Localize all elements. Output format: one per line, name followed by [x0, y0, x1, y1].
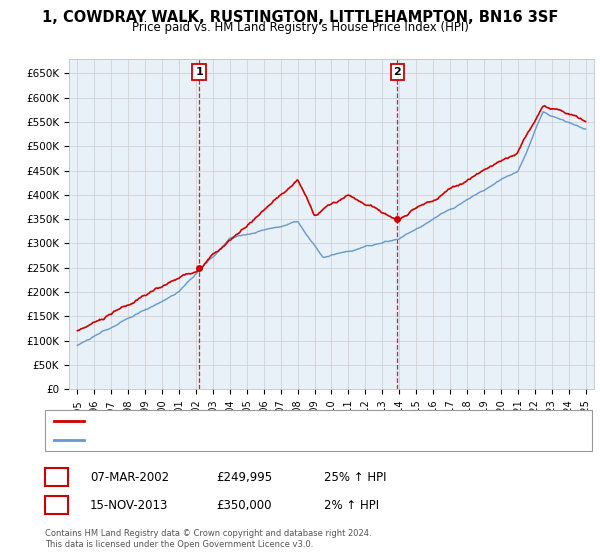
- Text: 1: 1: [195, 67, 203, 77]
- Text: £249,995: £249,995: [216, 470, 272, 484]
- Text: 25% ↑ HPI: 25% ↑ HPI: [324, 470, 386, 484]
- Text: 2: 2: [394, 67, 401, 77]
- Text: Price paid vs. HM Land Registry's House Price Index (HPI): Price paid vs. HM Land Registry's House …: [131, 21, 469, 34]
- Text: 2% ↑ HPI: 2% ↑ HPI: [324, 498, 379, 512]
- Text: 2: 2: [52, 498, 61, 512]
- Text: 1, COWDRAY WALK, RUSTINGTON, LITTLEHAMPTON, BN16 3SF (detached house): 1, COWDRAY WALK, RUSTINGTON, LITTLEHAMPT…: [90, 417, 508, 426]
- Text: This data is licensed under the Open Government Licence v3.0.: This data is licensed under the Open Gov…: [45, 540, 313, 549]
- Text: 07-MAR-2002: 07-MAR-2002: [90, 470, 169, 484]
- Text: £350,000: £350,000: [216, 498, 271, 512]
- Text: 1: 1: [52, 470, 61, 484]
- Text: 1, COWDRAY WALK, RUSTINGTON, LITTLEHAMPTON, BN16 3SF: 1, COWDRAY WALK, RUSTINGTON, LITTLEHAMPT…: [42, 10, 558, 25]
- Text: Contains HM Land Registry data © Crown copyright and database right 2024.: Contains HM Land Registry data © Crown c…: [45, 529, 371, 538]
- Text: 15-NOV-2013: 15-NOV-2013: [90, 498, 169, 512]
- Text: HPI: Average price, detached house, Arun: HPI: Average price, detached house, Arun: [90, 435, 308, 445]
